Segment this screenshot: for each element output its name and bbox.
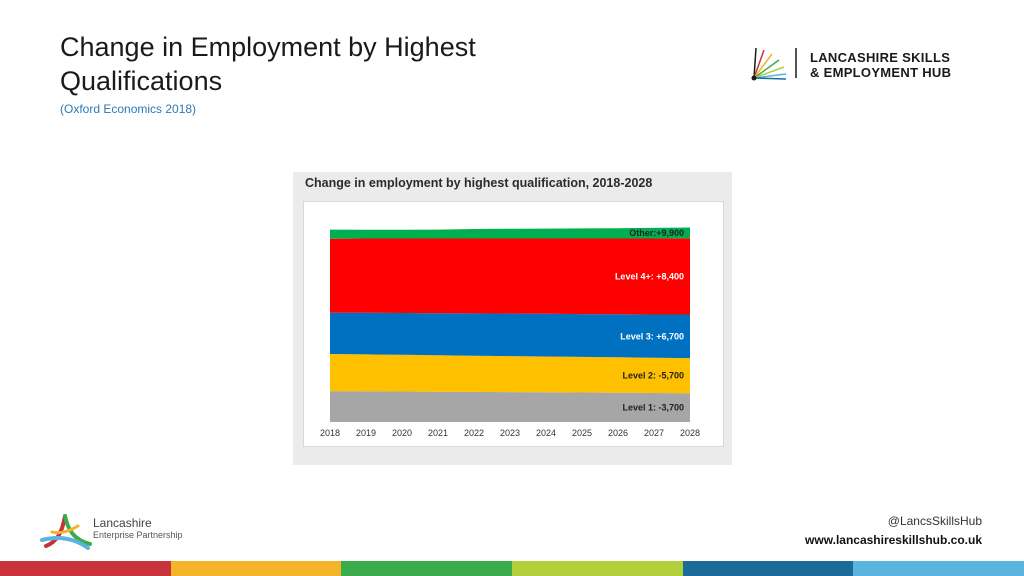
- series-label: Level 2: -5,700: [622, 371, 684, 381]
- x-tick-label: 2027: [644, 428, 664, 438]
- series-label: Level 3: +6,700: [620, 331, 684, 341]
- chart-area: Level 1: -3,700 Level 2: -5,700 Level 3: +…: [303, 201, 724, 447]
- x-tick-label: 2024: [536, 428, 556, 438]
- hub-name: LANCASHIRE SKILLS & EMPLOYMENT HUB: [810, 50, 951, 80]
- series-label: Level 4+: +8,400: [615, 271, 684, 281]
- stripe-segment: [853, 561, 1024, 576]
- x-tick-label: 2028: [680, 428, 700, 438]
- x-tick-label: 2019: [356, 428, 376, 438]
- stripe-segment: [512, 561, 683, 576]
- area-other: [330, 227, 690, 239]
- stripe-segment: [0, 561, 171, 576]
- chart-svg: Level 1: -3,700 Level 2: -5,700 Level 3: +…: [320, 227, 700, 438]
- website-link[interactable]: www.lancashireskillshub.co.uk: [805, 533, 982, 547]
- page-title: Change in Employment by Highest Qualific…: [60, 32, 476, 96]
- social-handle[interactable]: @LancsSkillsHub: [887, 514, 982, 528]
- hub-name-line1: LANCASHIRE SKILLS: [810, 50, 951, 65]
- lep-subtitle: Enterprise Partnership: [93, 530, 183, 540]
- chart-panel: Change in employment by highest qualific…: [293, 172, 732, 465]
- hub-burst-icon: [751, 47, 797, 81]
- x-tick-label: 2020: [392, 428, 412, 438]
- area-level-3: [330, 312, 690, 359]
- stripe-segment: [682, 561, 854, 576]
- lep-name: Lancashire: [93, 516, 152, 530]
- hub-name-line2: & EMPLOYMENT HUB: [810, 65, 952, 80]
- lep-logo-icon: [40, 514, 92, 550]
- area-level-4-: [330, 238, 690, 315]
- x-tick-label: 2023: [500, 428, 520, 438]
- page-subtitle: (Oxford Economics 2018): [60, 102, 197, 116]
- series-label: Other:+9,900: [629, 228, 684, 238]
- footer-stripe: [0, 561, 1024, 576]
- series-label: Level 1: -3,700: [622, 403, 684, 413]
- stripe-segment: [170, 561, 342, 576]
- area-level-2: [330, 354, 690, 394]
- stripe-segment: [341, 561, 513, 576]
- chart-title: Change in employment by highest qualific…: [305, 176, 653, 190]
- hub-logo[interactable]: [746, 44, 996, 84]
- x-tick-label: 2022: [464, 428, 484, 438]
- area-level-1: [330, 391, 690, 422]
- x-tick-label: 2026: [608, 428, 628, 438]
- x-tick-label: 2025: [572, 428, 592, 438]
- x-tick-label: 2018: [320, 428, 340, 438]
- x-tick-label: 2021: [428, 428, 448, 438]
